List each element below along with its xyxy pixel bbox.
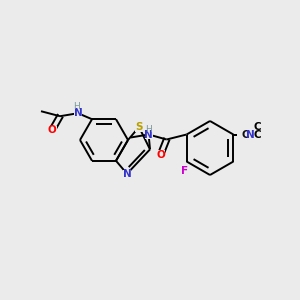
Bar (123, 170, 131, 178)
Bar (156, 150, 165, 159)
Text: O: O (48, 125, 56, 135)
Text: H: H (145, 125, 152, 134)
Text: C: C (254, 122, 261, 133)
Text: N: N (246, 130, 255, 140)
Bar (237, 130, 261, 139)
Bar (254, 130, 261, 139)
Text: H: H (74, 102, 80, 111)
Bar (74, 109, 82, 117)
Text: N: N (74, 108, 82, 118)
Bar (180, 166, 190, 175)
Text: S: S (135, 122, 143, 132)
Text: O: O (156, 149, 165, 160)
Bar (134, 122, 143, 131)
Bar (73, 103, 81, 110)
Text: N: N (123, 169, 131, 179)
Bar (145, 130, 153, 139)
Text: N: N (144, 130, 153, 140)
Text: F: F (181, 166, 188, 176)
Bar (144, 126, 153, 133)
Bar (47, 126, 56, 135)
Text: C: C (242, 130, 249, 140)
Text: C: C (254, 130, 261, 140)
